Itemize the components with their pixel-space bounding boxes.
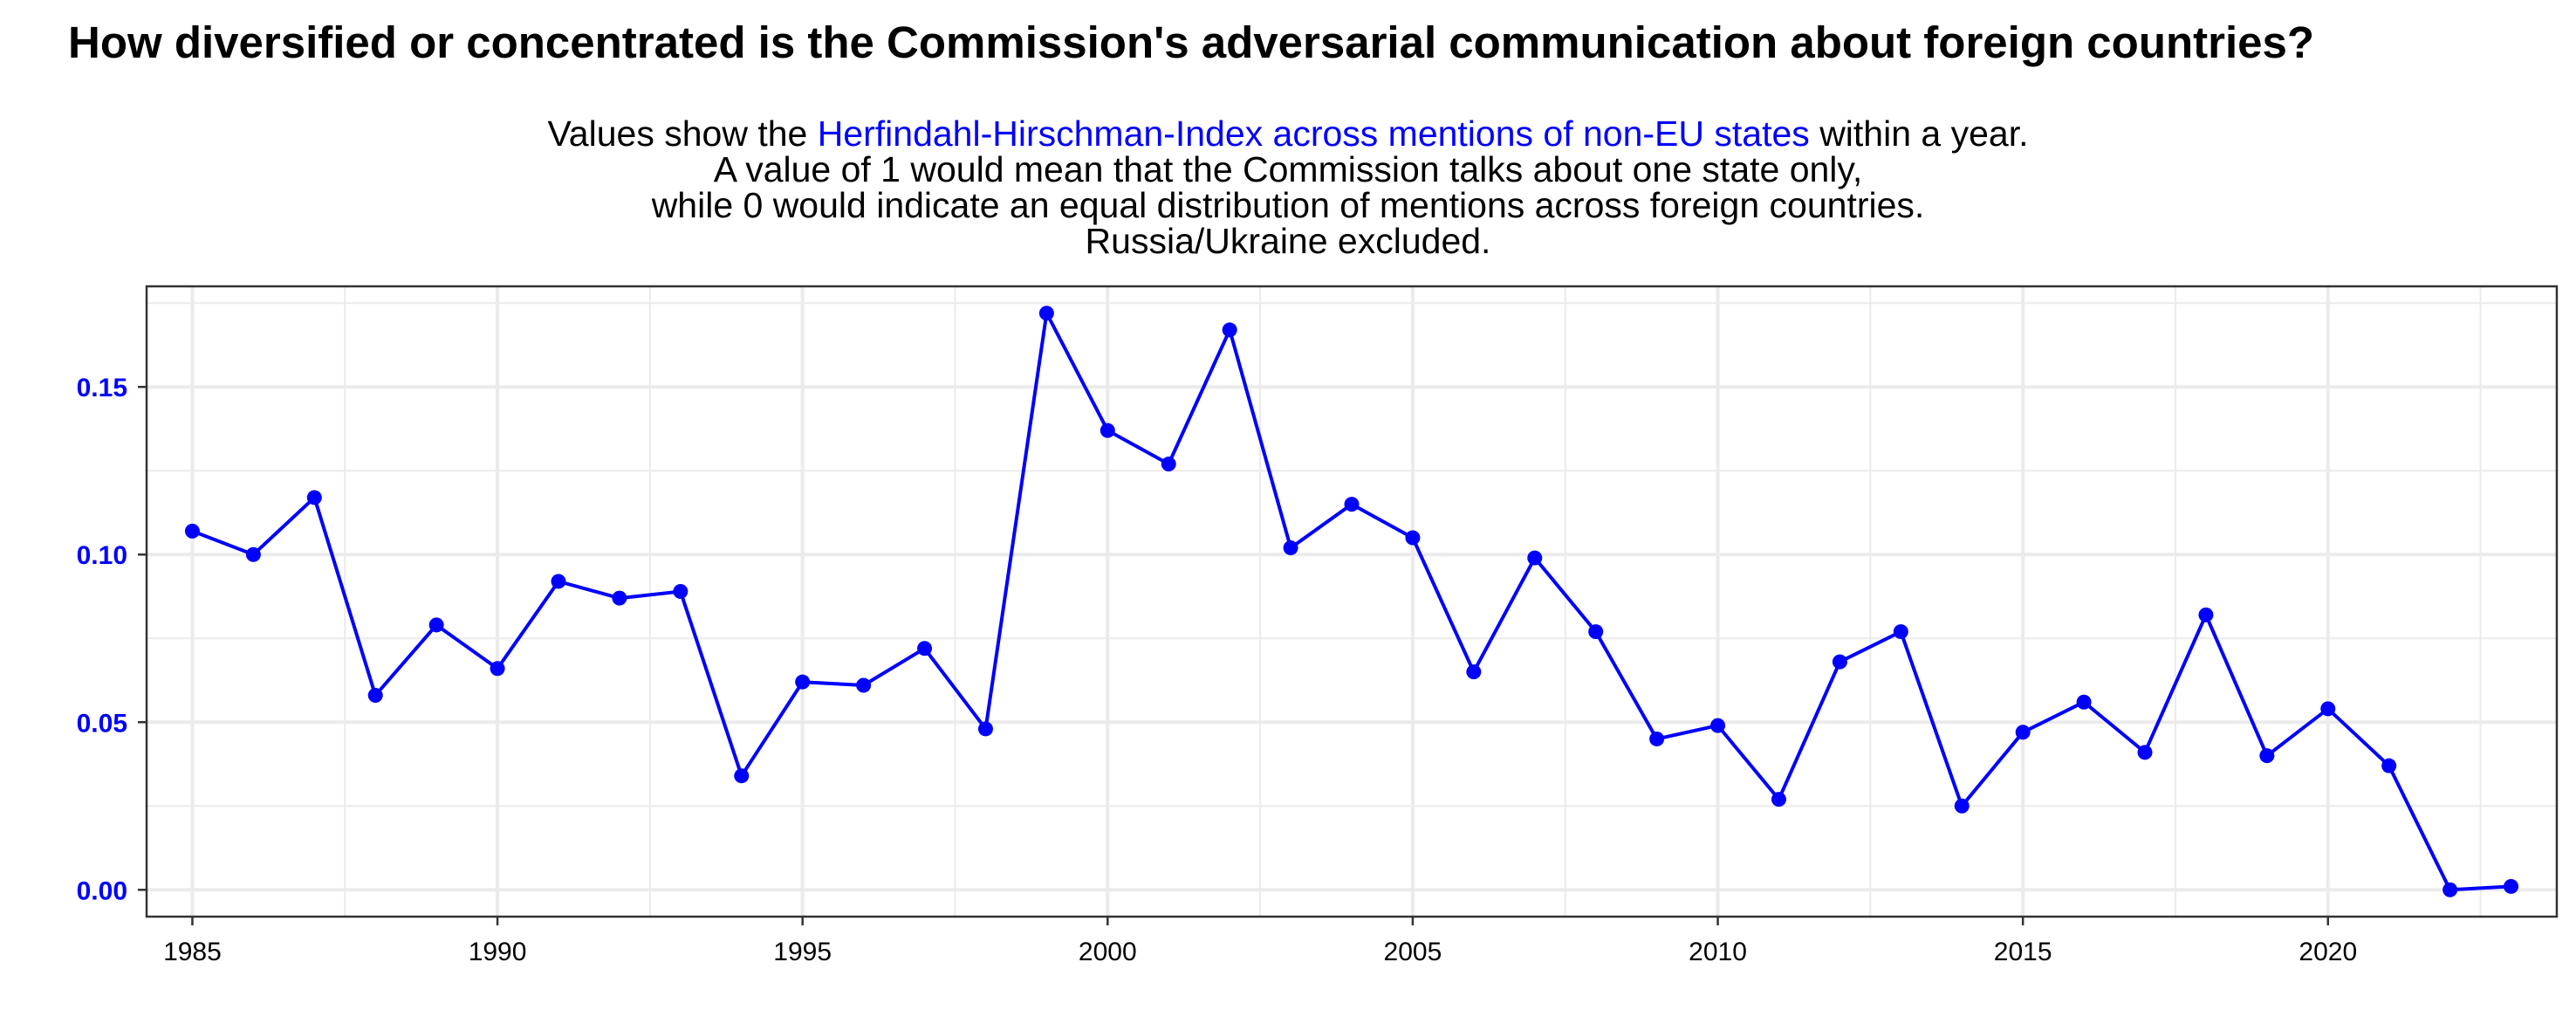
- data-point-2006: [1466, 664, 1482, 680]
- data-point-1988: [367, 688, 383, 704]
- x-tick-label: 2000: [1079, 938, 1137, 966]
- data-point-2002: [1222, 322, 1237, 338]
- data-point-2019: [2259, 748, 2275, 764]
- x-tick-label: 2015: [1994, 938, 2052, 966]
- data-point-1989: [428, 617, 444, 633]
- x-tick-label: 2010: [1689, 938, 1747, 966]
- data-point-1996: [856, 677, 872, 693]
- plot-background: [147, 286, 2557, 917]
- y-tick-label: 0.10: [77, 541, 127, 570]
- data-point-2016: [2076, 694, 2092, 710]
- y-axis: 0.00 0.05 0.10 0.15: [77, 374, 147, 905]
- data-point-2014: [1954, 798, 1970, 814]
- data-point-2011: [1771, 792, 1786, 808]
- subtitle-line-1: Values show the Herfindahl-Hirschman-Ind…: [0, 116, 2576, 152]
- data-point-2015: [2015, 725, 2031, 740]
- data-point-2012: [1832, 654, 1847, 670]
- x-tick-label: 2020: [2299, 938, 2357, 966]
- y-tick-label: 0.00: [77, 876, 127, 905]
- subtitle-line-1-end: within a year.: [1809, 113, 2029, 154]
- data-point-2018: [2198, 607, 2214, 622]
- data-point-2003: [1283, 540, 1298, 556]
- data-point-2009: [1649, 731, 1665, 746]
- data-point-1990: [490, 661, 505, 677]
- data-point-2004: [1344, 497, 1360, 512]
- subtitle-highlight: Herfindahl-Hirschman-Index across mentio…: [817, 113, 1810, 154]
- data-point-2022: [2442, 882, 2458, 897]
- data-point-2010: [1710, 718, 1726, 733]
- data-point-1993: [673, 583, 689, 599]
- data-point-1999: [1038, 306, 1054, 321]
- data-point-1987: [306, 490, 322, 505]
- data-point-2023: [2504, 878, 2519, 894]
- chart-title: How diversified or concentrated is the C…: [68, 17, 2315, 67]
- data-point-2001: [1161, 457, 1176, 472]
- x-tick-label: 1985: [163, 938, 222, 966]
- subtitle-line-1-start: Values show the: [547, 113, 818, 154]
- data-point-1994: [734, 768, 750, 784]
- x-tick-label: 1995: [773, 938, 832, 966]
- data-point-1997: [917, 641, 933, 656]
- grid-major: [147, 286, 2557, 917]
- data-point-2005: [1405, 530, 1421, 546]
- panel-border-group: [145, 285, 2559, 918]
- grid-minor: [147, 286, 2557, 917]
- data-point-1992: [612, 590, 627, 606]
- data-point-2008: [1588, 624, 1604, 640]
- data-point-1985: [184, 523, 200, 539]
- data-point-1986: [245, 546, 261, 562]
- data-point-1998: [977, 721, 993, 737]
- data-point-2021: [2381, 758, 2397, 773]
- y-tick-label: 0.05: [77, 709, 127, 738]
- panel-border: [145, 285, 2559, 918]
- data-point-1991: [551, 574, 566, 589]
- data-point-2020: [2320, 701, 2336, 717]
- plot-panel: [147, 286, 2557, 917]
- x-tick-label: 1990: [469, 938, 527, 966]
- data-point-2017: [2137, 745, 2153, 760]
- subtitle-line-4: Russia/Ukraine excluded.: [1085, 221, 1491, 261]
- subtitle-line-3: while 0 would indicate an equal distribu…: [651, 185, 1925, 225]
- data-point-2007: [1527, 550, 1543, 566]
- chart-subtitle: Values show the Herfindahl-Hirschman-Ind…: [0, 116, 2576, 259]
- data-point-2000: [1100, 423, 1115, 438]
- data-point-1995: [795, 674, 811, 690]
- y-tick-label: 0.15: [77, 374, 127, 402]
- data-point-2013: [1893, 624, 1908, 640]
- x-tick-label: 2005: [1384, 938, 1442, 966]
- x-axis: 1985 1990 1995 2000 2005 2010 2015 2020: [163, 917, 2357, 966]
- subtitle-line-2: A value of 1 would mean that the Commiss…: [713, 149, 1863, 189]
- data-points-group: [184, 306, 2519, 897]
